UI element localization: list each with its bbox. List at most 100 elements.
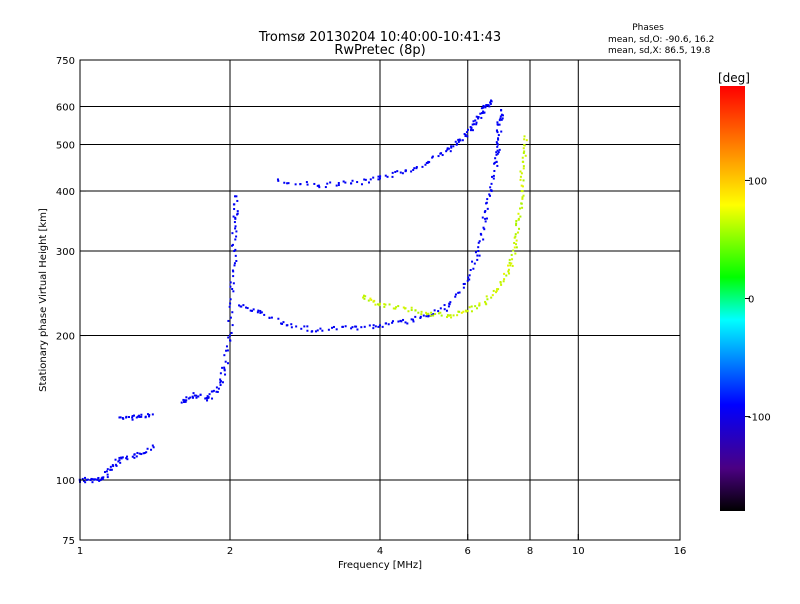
point <box>427 314 430 317</box>
point <box>410 309 413 312</box>
point <box>521 206 524 209</box>
point <box>206 399 209 402</box>
point <box>105 470 108 473</box>
point <box>520 190 523 193</box>
point <box>522 152 525 155</box>
point <box>276 178 279 181</box>
point <box>452 314 455 317</box>
point <box>484 105 487 108</box>
point <box>110 468 113 471</box>
point <box>496 131 499 134</box>
point <box>488 194 491 197</box>
point <box>232 275 235 278</box>
point <box>185 399 188 402</box>
point <box>356 328 359 331</box>
point <box>501 114 504 117</box>
grid-lines <box>80 60 680 540</box>
point <box>474 305 477 308</box>
point <box>397 305 400 308</box>
point <box>477 250 480 253</box>
point <box>433 309 436 312</box>
point <box>519 178 522 181</box>
point <box>495 151 498 154</box>
point <box>503 278 506 281</box>
x-axis-label: Frequency [MHz] <box>338 560 422 571</box>
point <box>489 186 492 189</box>
point <box>234 238 237 241</box>
point <box>496 152 499 155</box>
point <box>277 179 280 182</box>
point <box>219 378 222 381</box>
point <box>488 105 491 108</box>
point <box>144 415 147 418</box>
point <box>263 313 266 316</box>
point <box>121 456 124 459</box>
point <box>256 311 259 314</box>
point <box>367 181 370 184</box>
point <box>522 167 525 170</box>
point <box>414 315 417 318</box>
point <box>206 397 209 400</box>
point <box>125 457 128 460</box>
point <box>106 468 109 471</box>
y-tick-label-300: 300 <box>56 247 75 258</box>
point <box>379 177 381 180</box>
point <box>360 183 363 186</box>
point <box>469 269 472 272</box>
point <box>411 318 414 321</box>
point <box>142 452 145 455</box>
point <box>221 366 224 369</box>
point <box>364 178 367 181</box>
point <box>363 297 366 300</box>
point <box>131 416 134 419</box>
point <box>427 312 430 315</box>
point <box>483 211 486 214</box>
point <box>287 182 290 185</box>
point <box>224 360 227 363</box>
point <box>391 171 394 174</box>
point <box>522 165 525 168</box>
stats-o-mode: mean, sd,O: -90.6, 16.2 <box>608 35 714 45</box>
point <box>151 444 154 447</box>
point <box>102 476 105 479</box>
title-group: Tromsø 20130204 10:40:00-10:41:43 RwPret… <box>258 30 501 58</box>
point <box>233 208 236 211</box>
point <box>490 100 493 103</box>
point <box>215 386 218 389</box>
point <box>89 479 92 482</box>
point <box>217 387 220 390</box>
point <box>500 109 503 112</box>
point <box>449 301 452 304</box>
point <box>464 134 467 137</box>
point <box>445 309 448 312</box>
trace-4 <box>276 99 493 189</box>
point <box>496 288 499 291</box>
point <box>481 216 484 219</box>
point <box>131 418 134 421</box>
point <box>485 295 488 298</box>
point <box>507 268 510 271</box>
point <box>490 190 493 193</box>
point <box>510 253 513 256</box>
point <box>515 219 518 222</box>
point <box>427 160 430 163</box>
point <box>430 311 433 314</box>
point <box>519 175 522 178</box>
point <box>479 232 482 235</box>
point <box>450 316 453 319</box>
point <box>425 311 428 314</box>
point <box>329 181 332 184</box>
point <box>383 303 386 306</box>
trace-1 <box>118 413 154 421</box>
point <box>384 174 387 177</box>
y-tick-label-500: 500 <box>56 141 75 152</box>
point <box>489 102 492 105</box>
point <box>183 401 186 404</box>
y-tick-label-75: 75 <box>62 536 75 547</box>
point <box>260 311 263 314</box>
point <box>422 314 425 317</box>
point <box>341 325 344 328</box>
point <box>379 175 382 178</box>
point <box>474 251 477 254</box>
